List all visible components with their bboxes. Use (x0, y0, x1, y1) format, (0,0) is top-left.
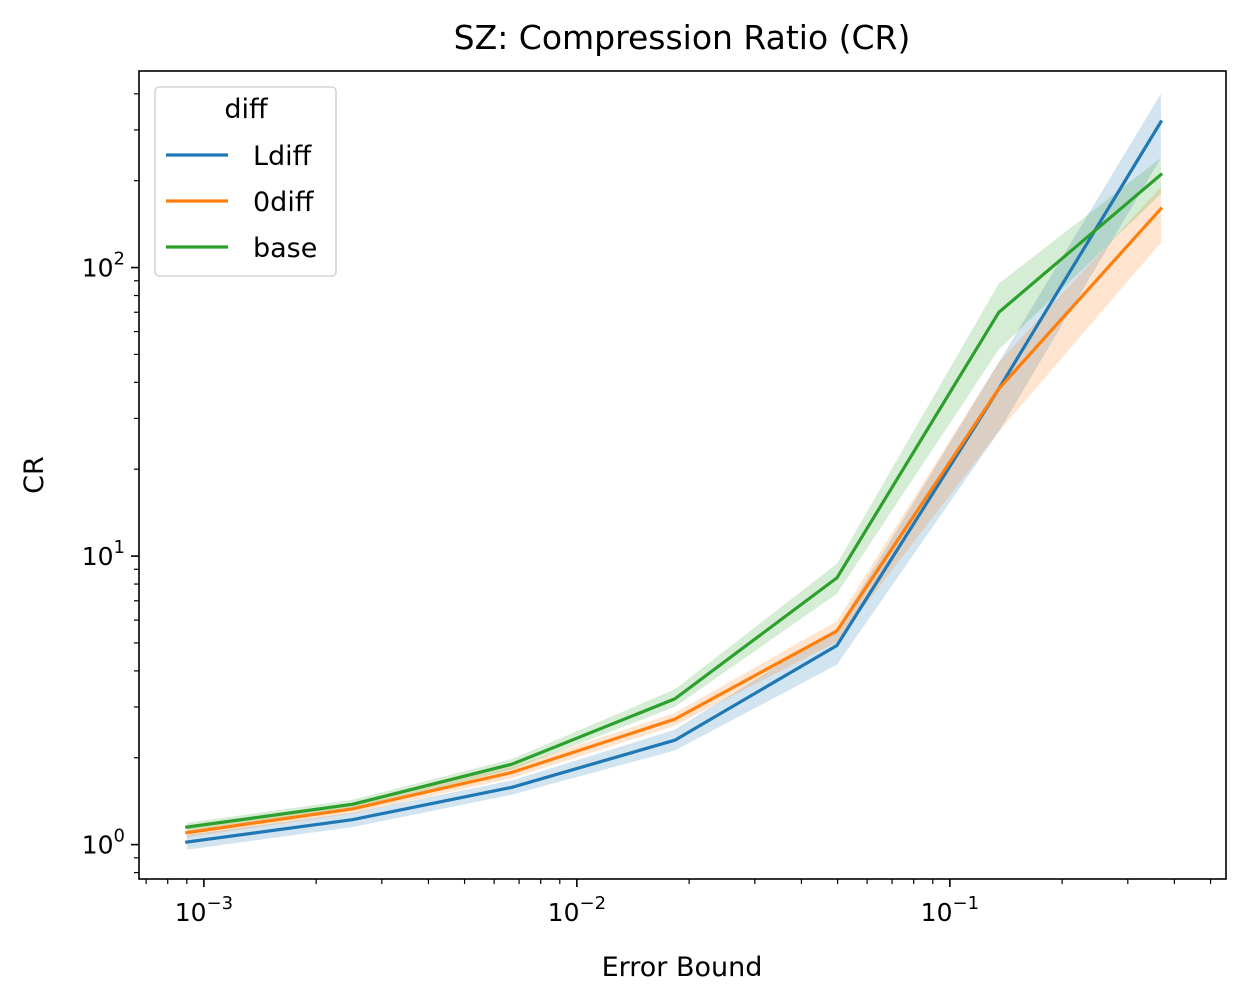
legend-title: diff (224, 94, 269, 125)
y-tick-label: 100 (82, 826, 125, 860)
legend: diff Ldiff 0diff base (154, 86, 337, 277)
x-axis-ticks: 10−3 10−2 10−1 (145, 879, 1212, 927)
plot-frame (138, 70, 1227, 880)
y-tick-label: 101 (82, 537, 125, 571)
y-tick-label: 102 (82, 249, 125, 283)
confidence-bands (186, 93, 1161, 850)
band-base (186, 157, 1161, 832)
x-axis-label: Error Bound (602, 952, 763, 983)
chart-title: SZ: Compression Ratio (CR) (454, 18, 911, 57)
x-tick-label: 10−3 (175, 893, 233, 927)
band-ldiff (186, 93, 1161, 850)
x-tick-label: 10−2 (548, 893, 606, 927)
y-axis-ticks: 100 101 102 (82, 93, 139, 874)
legend-label-ldiff: Ldiff (253, 141, 313, 172)
series-lines (184, 119, 1164, 844)
x-tick-label: 10−1 (921, 893, 979, 927)
series-line-0diff (184, 206, 1164, 835)
legend-label-base: base (253, 233, 317, 264)
series-line-base (184, 172, 1164, 829)
legend-box (154, 86, 337, 277)
legend-label-0diff: 0diff (253, 187, 315, 218)
y-axis-label: CR (19, 456, 50, 494)
